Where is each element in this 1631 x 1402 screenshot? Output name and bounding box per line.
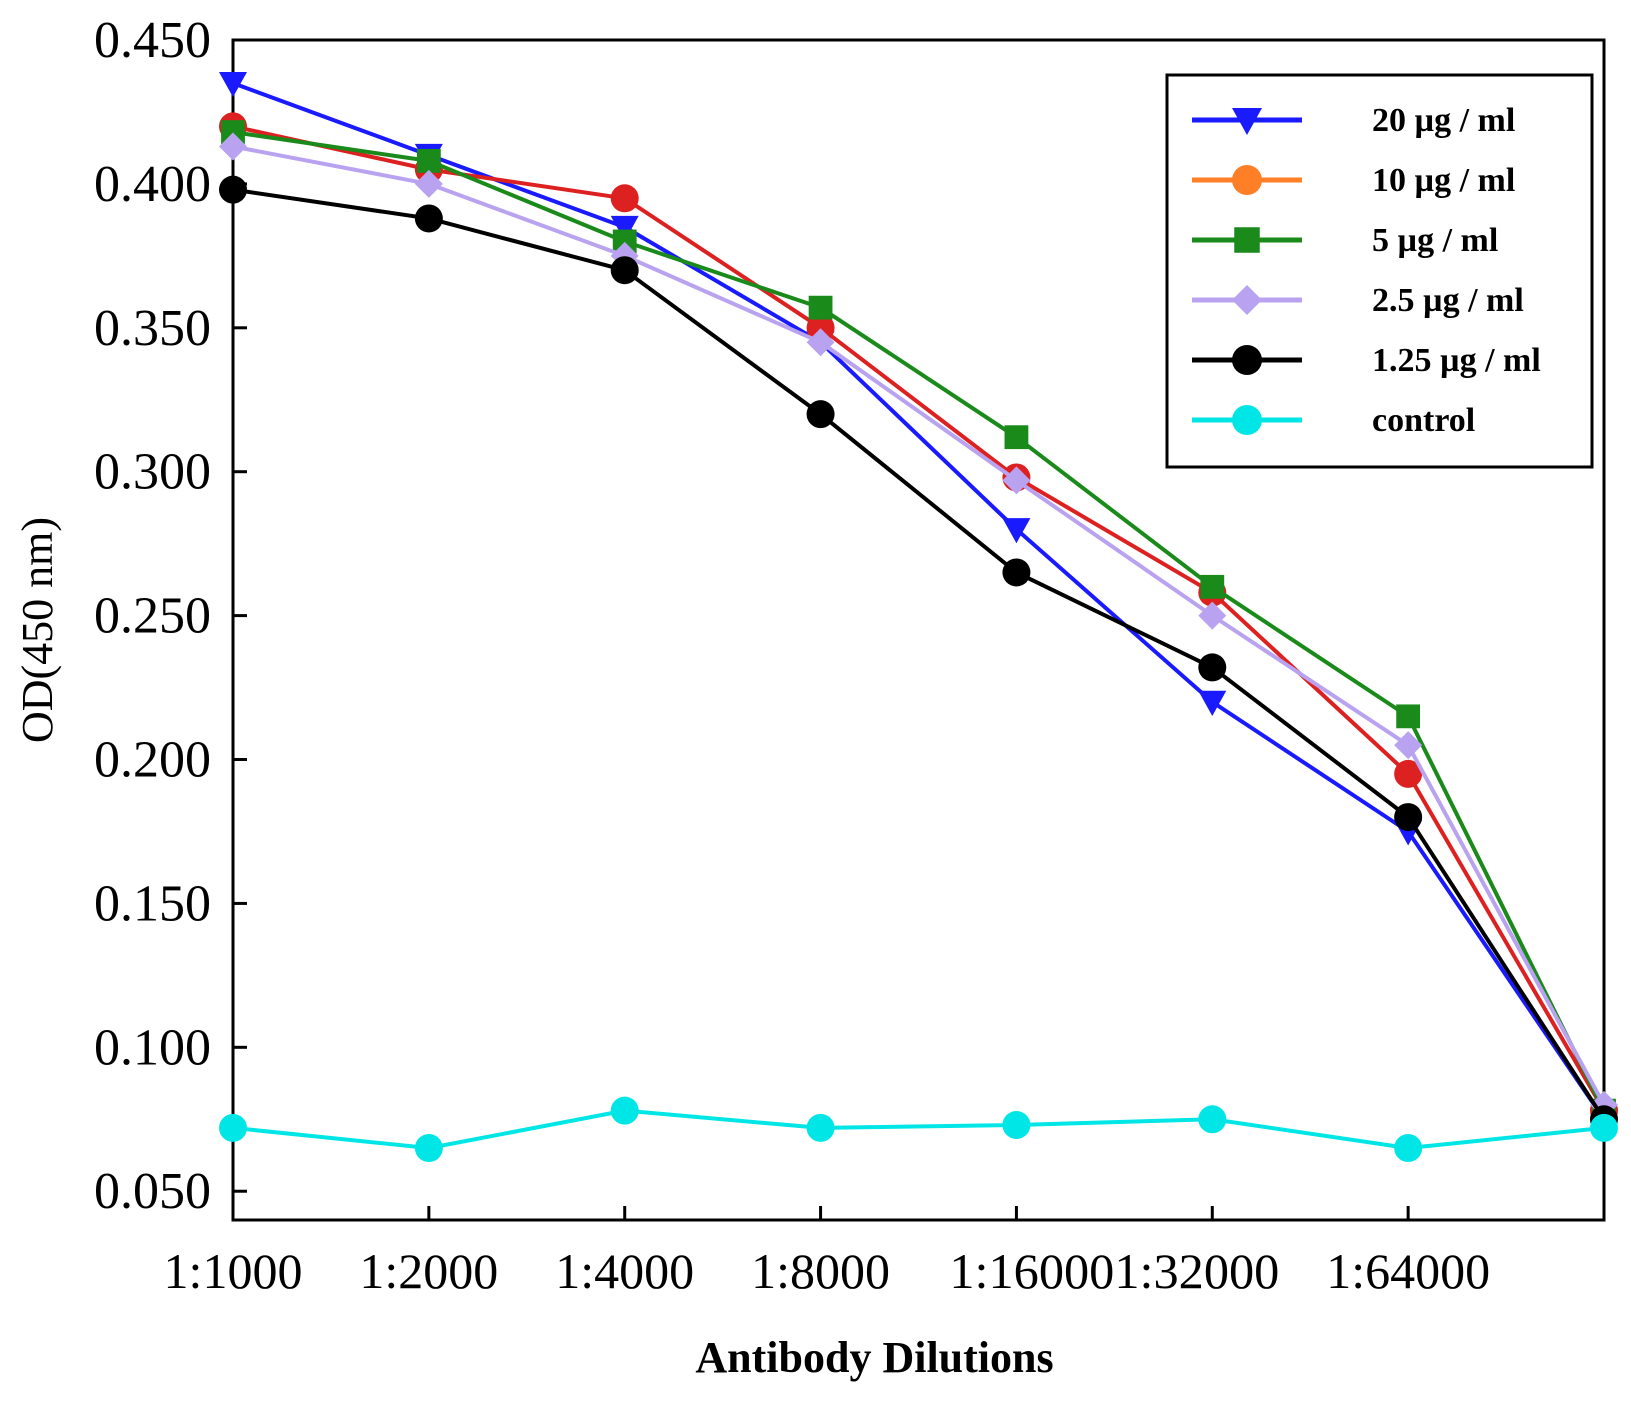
legend-label: 5 µg / ml (1372, 222, 1498, 259)
data-point-series-4 (1002, 558, 1031, 587)
y-tick-label: 0.450 (94, 12, 211, 69)
x-tick-label: 1:2000 (359, 1243, 498, 1299)
data-point-series-2 (612, 229, 637, 254)
data-point-series-0 (1198, 690, 1227, 716)
data-point-series-5 (1590, 1113, 1618, 1142)
data-point-series-4 (219, 175, 247, 204)
data-point-series-4 (1198, 653, 1227, 682)
legend-label: 20 µg / ml (1372, 102, 1515, 139)
data-point-series-2 (221, 120, 245, 144)
data-point-series-3 (610, 241, 639, 270)
data-point-series-2 (1004, 425, 1029, 450)
y-tick-label: 0.350 (94, 300, 211, 357)
data-point-series-2 (1200, 574, 1225, 599)
y-tick-label: 0.250 (94, 588, 211, 645)
x-tick-label: 1:8000 (751, 1243, 890, 1299)
data-point-series-0 (1002, 518, 1031, 544)
x-axis-title: Antibody Dilutions (695, 1333, 1053, 1382)
data-point-series-5 (806, 1113, 835, 1142)
legend-marker-5 (1232, 405, 1262, 435)
legend-label: control (1372, 402, 1475, 439)
data-point-series-3 (1198, 601, 1227, 630)
data-point-series-4 (806, 400, 835, 429)
data-point-series-1 (1394, 759, 1423, 788)
legend-marker-3 (1232, 285, 1262, 315)
legend-marker-1 (1232, 165, 1262, 195)
data-point-series-1 (610, 184, 639, 213)
legend-marker-2 (1234, 227, 1260, 253)
y-axis-title: OD(450 nm) (13, 517, 62, 743)
data-point-series-5 (1002, 1111, 1031, 1140)
y-tick-label: 0.050 (94, 1163, 211, 1220)
y-tick-label: 0.150 (94, 875, 211, 932)
y-tick-label: 0.300 (94, 444, 211, 501)
data-point-series-0 (610, 215, 639, 242)
data-point-series-3 (414, 169, 443, 198)
data-point-series-3 (806, 328, 835, 357)
x-tick-label: 1:64000 (1326, 1243, 1490, 1299)
plot-frame (231, 38, 1606, 1222)
legend-marker-0 (1232, 108, 1262, 135)
series-line-0 (232, 81, 1606, 1121)
data-point-series-5 (1198, 1105, 1227, 1134)
data-point-series-5 (610, 1096, 639, 1125)
series-line-4 (232, 187, 1606, 1121)
legend-box (1165, 73, 1594, 469)
data-point-series-5 (414, 1134, 443, 1163)
legend-label: 10 µg / ml (1372, 162, 1515, 199)
data-point-series-2 (808, 295, 833, 320)
x-tick-label: 1:1000 (164, 1243, 303, 1299)
data-point-series-4 (1394, 803, 1423, 832)
data-point-series-4 (610, 256, 639, 285)
legend-label: 1.25 µg / ml (1372, 342, 1541, 379)
data-point-series-3 (1394, 731, 1423, 760)
x-tick-label: 1:160001:32000 (949, 1243, 1279, 1299)
series-line-3 (232, 144, 1606, 1106)
series-line-5 (232, 1108, 1605, 1151)
y-tick-label: 0.100 (94, 1019, 211, 1076)
data-point-series-2 (416, 148, 441, 173)
data-point-series-5 (1394, 1134, 1423, 1163)
legend-marker-4 (1232, 345, 1262, 375)
data-point-series-4 (414, 204, 443, 233)
series-line-2 (232, 130, 1606, 1112)
legend-label: 2.5 µg / ml (1372, 282, 1524, 319)
data-point-series-5 (219, 1113, 247, 1142)
data-point-series-3 (1002, 466, 1031, 495)
data-point-series-1 (806, 313, 835, 342)
y-tick-label: 0.200 (94, 732, 211, 789)
y-tick-label: 0.400 (94, 156, 211, 213)
x-tick-label: 1:4000 (555, 1243, 694, 1299)
data-point-series-3 (219, 132, 247, 161)
data-point-series-2 (1396, 704, 1421, 729)
data-point-series-0 (219, 71, 247, 98)
